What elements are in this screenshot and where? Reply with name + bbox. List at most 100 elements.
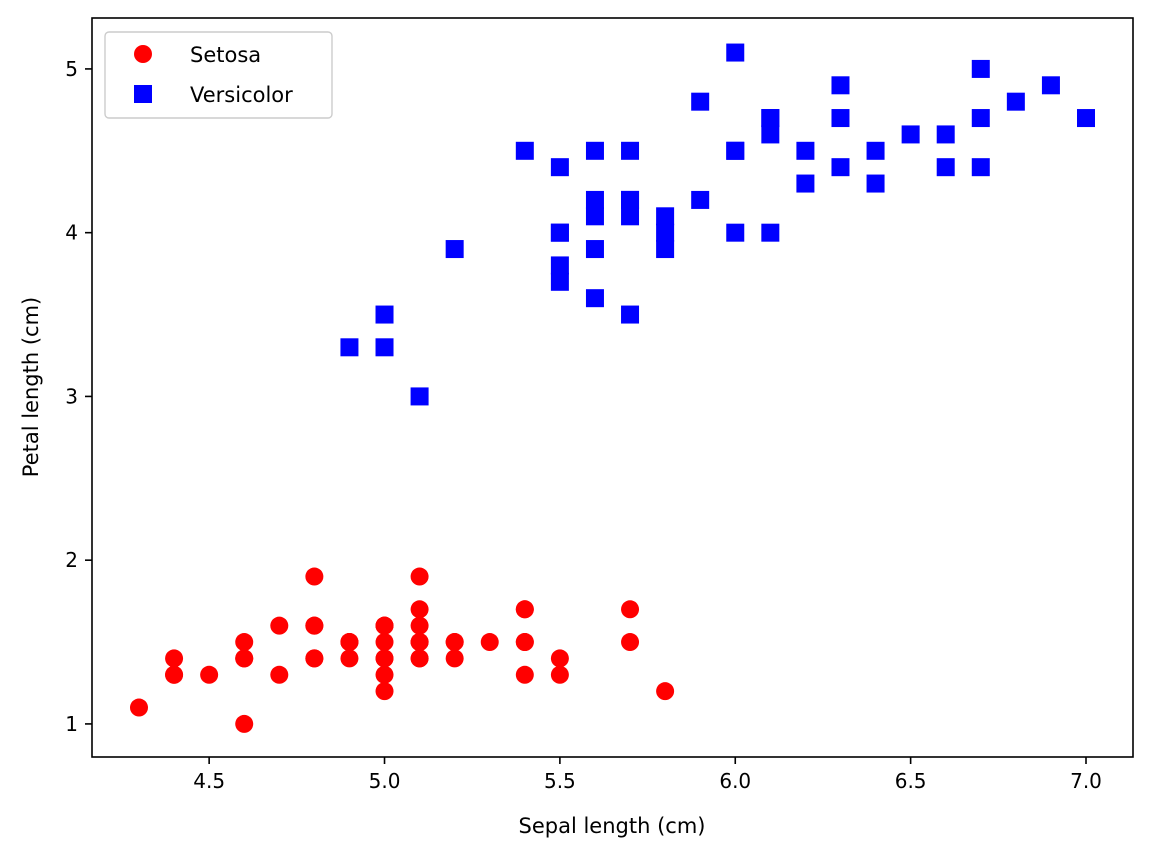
versicolor-point	[831, 109, 850, 128]
setosa-point	[621, 600, 640, 619]
versicolor-point	[656, 240, 675, 259]
setosa-point	[621, 633, 640, 652]
versicolor-point	[550, 223, 569, 242]
setosa-point	[550, 649, 569, 668]
data-points	[129, 43, 1096, 733]
versicolor-point	[585, 207, 604, 226]
versicolor-point	[761, 125, 780, 144]
versicolor-point	[585, 141, 604, 160]
versicolor-point	[656, 207, 675, 226]
versicolor-point	[445, 240, 464, 259]
y-tick-label: 3	[65, 384, 78, 408]
setosa-point	[445, 649, 464, 668]
x-tick-label: 6.5	[895, 769, 927, 793]
versicolor-point	[726, 141, 745, 160]
setosa-point	[129, 698, 148, 717]
versicolor-point	[726, 43, 745, 62]
versicolor-point	[550, 256, 569, 275]
setosa-point	[656, 682, 675, 701]
versicolor-point	[1077, 109, 1096, 128]
x-tick-label: 5.0	[369, 769, 401, 793]
setosa-point	[375, 682, 394, 701]
versicolor-point	[691, 190, 710, 209]
setosa-point	[515, 665, 534, 684]
versicolor-point	[971, 158, 990, 177]
setosa-point	[410, 649, 429, 668]
y-axis-label: Petal length (cm)	[19, 297, 43, 477]
y-tick-label: 2	[65, 548, 78, 572]
setosa-point	[410, 633, 429, 652]
legend: Setosa Versicolor	[104, 31, 333, 119]
setosa-point	[200, 665, 219, 684]
legend-label-setosa: Setosa	[190, 43, 261, 67]
y-axis: 1 2 3 4 5	[65, 57, 92, 736]
versicolor-point	[971, 59, 990, 78]
versicolor-point	[936, 125, 955, 144]
versicolor-point	[936, 158, 955, 177]
setosa-point	[305, 616, 324, 635]
versicolor-point	[550, 158, 569, 177]
setosa-point	[270, 616, 289, 635]
setosa-point	[515, 633, 534, 652]
setosa-point	[410, 600, 429, 619]
versicolor-point	[866, 141, 885, 160]
versicolor-point	[971, 109, 990, 128]
setosa-point	[515, 600, 534, 619]
legend-marker-setosa	[134, 45, 152, 63]
setosa-point	[305, 567, 324, 586]
versicolor-point	[515, 141, 534, 160]
x-tick-label: 7.0	[1070, 769, 1102, 793]
versicolor-point	[761, 223, 780, 242]
setosa-point	[480, 633, 499, 652]
setosa-point	[235, 649, 254, 668]
versicolor-point	[726, 223, 745, 242]
legend-frame	[104, 31, 333, 119]
versicolor-point	[866, 174, 885, 193]
versicolor-point	[761, 109, 780, 128]
setosa-point	[375, 665, 394, 684]
setosa-point	[305, 649, 324, 668]
y-tick-label: 1	[65, 712, 78, 736]
versicolor-point	[585, 289, 604, 308]
setosa-point	[340, 649, 359, 668]
x-axis-label: Sepal length (cm)	[519, 814, 706, 838]
versicolor-point	[656, 223, 675, 242]
versicolor-point	[901, 125, 920, 144]
y-tick-label: 5	[65, 57, 78, 81]
versicolor-point	[831, 76, 850, 95]
setosa-point	[165, 665, 184, 684]
versicolor-point	[796, 174, 815, 193]
versicolor-point	[1006, 92, 1025, 111]
setosa-point	[445, 633, 464, 652]
setosa-point	[340, 633, 359, 652]
y-tick-label: 4	[65, 221, 78, 245]
versicolor-point	[831, 158, 850, 177]
versicolor-point	[375, 305, 394, 324]
setosa-point	[235, 633, 254, 652]
versicolor-point	[585, 240, 604, 259]
versicolor-point	[796, 141, 815, 160]
setosa-point	[270, 665, 289, 684]
versicolor-point	[375, 338, 394, 357]
x-tick-label: 4.5	[193, 769, 225, 793]
versicolor-point	[691, 92, 710, 111]
versicolor-point	[550, 272, 569, 291]
x-tick-label: 6.0	[719, 769, 751, 793]
setosa-point	[550, 665, 569, 684]
versicolor-point	[1041, 76, 1060, 95]
setosa-point	[165, 649, 184, 668]
legend-label-versicolor: Versicolor	[190, 83, 293, 107]
setosa-point	[375, 649, 394, 668]
legend-marker-versicolor	[134, 85, 152, 103]
versicolor-point	[621, 141, 640, 160]
versicolor-point	[621, 207, 640, 226]
x-tick-label: 5.5	[544, 769, 576, 793]
axes-frame	[91, 17, 1134, 758]
setosa-point	[410, 567, 429, 586]
setosa-point	[375, 616, 394, 635]
versicolor-point	[340, 338, 359, 357]
versicolor-point	[621, 190, 640, 209]
versicolor-point	[585, 190, 604, 209]
versicolor-point	[621, 305, 640, 324]
